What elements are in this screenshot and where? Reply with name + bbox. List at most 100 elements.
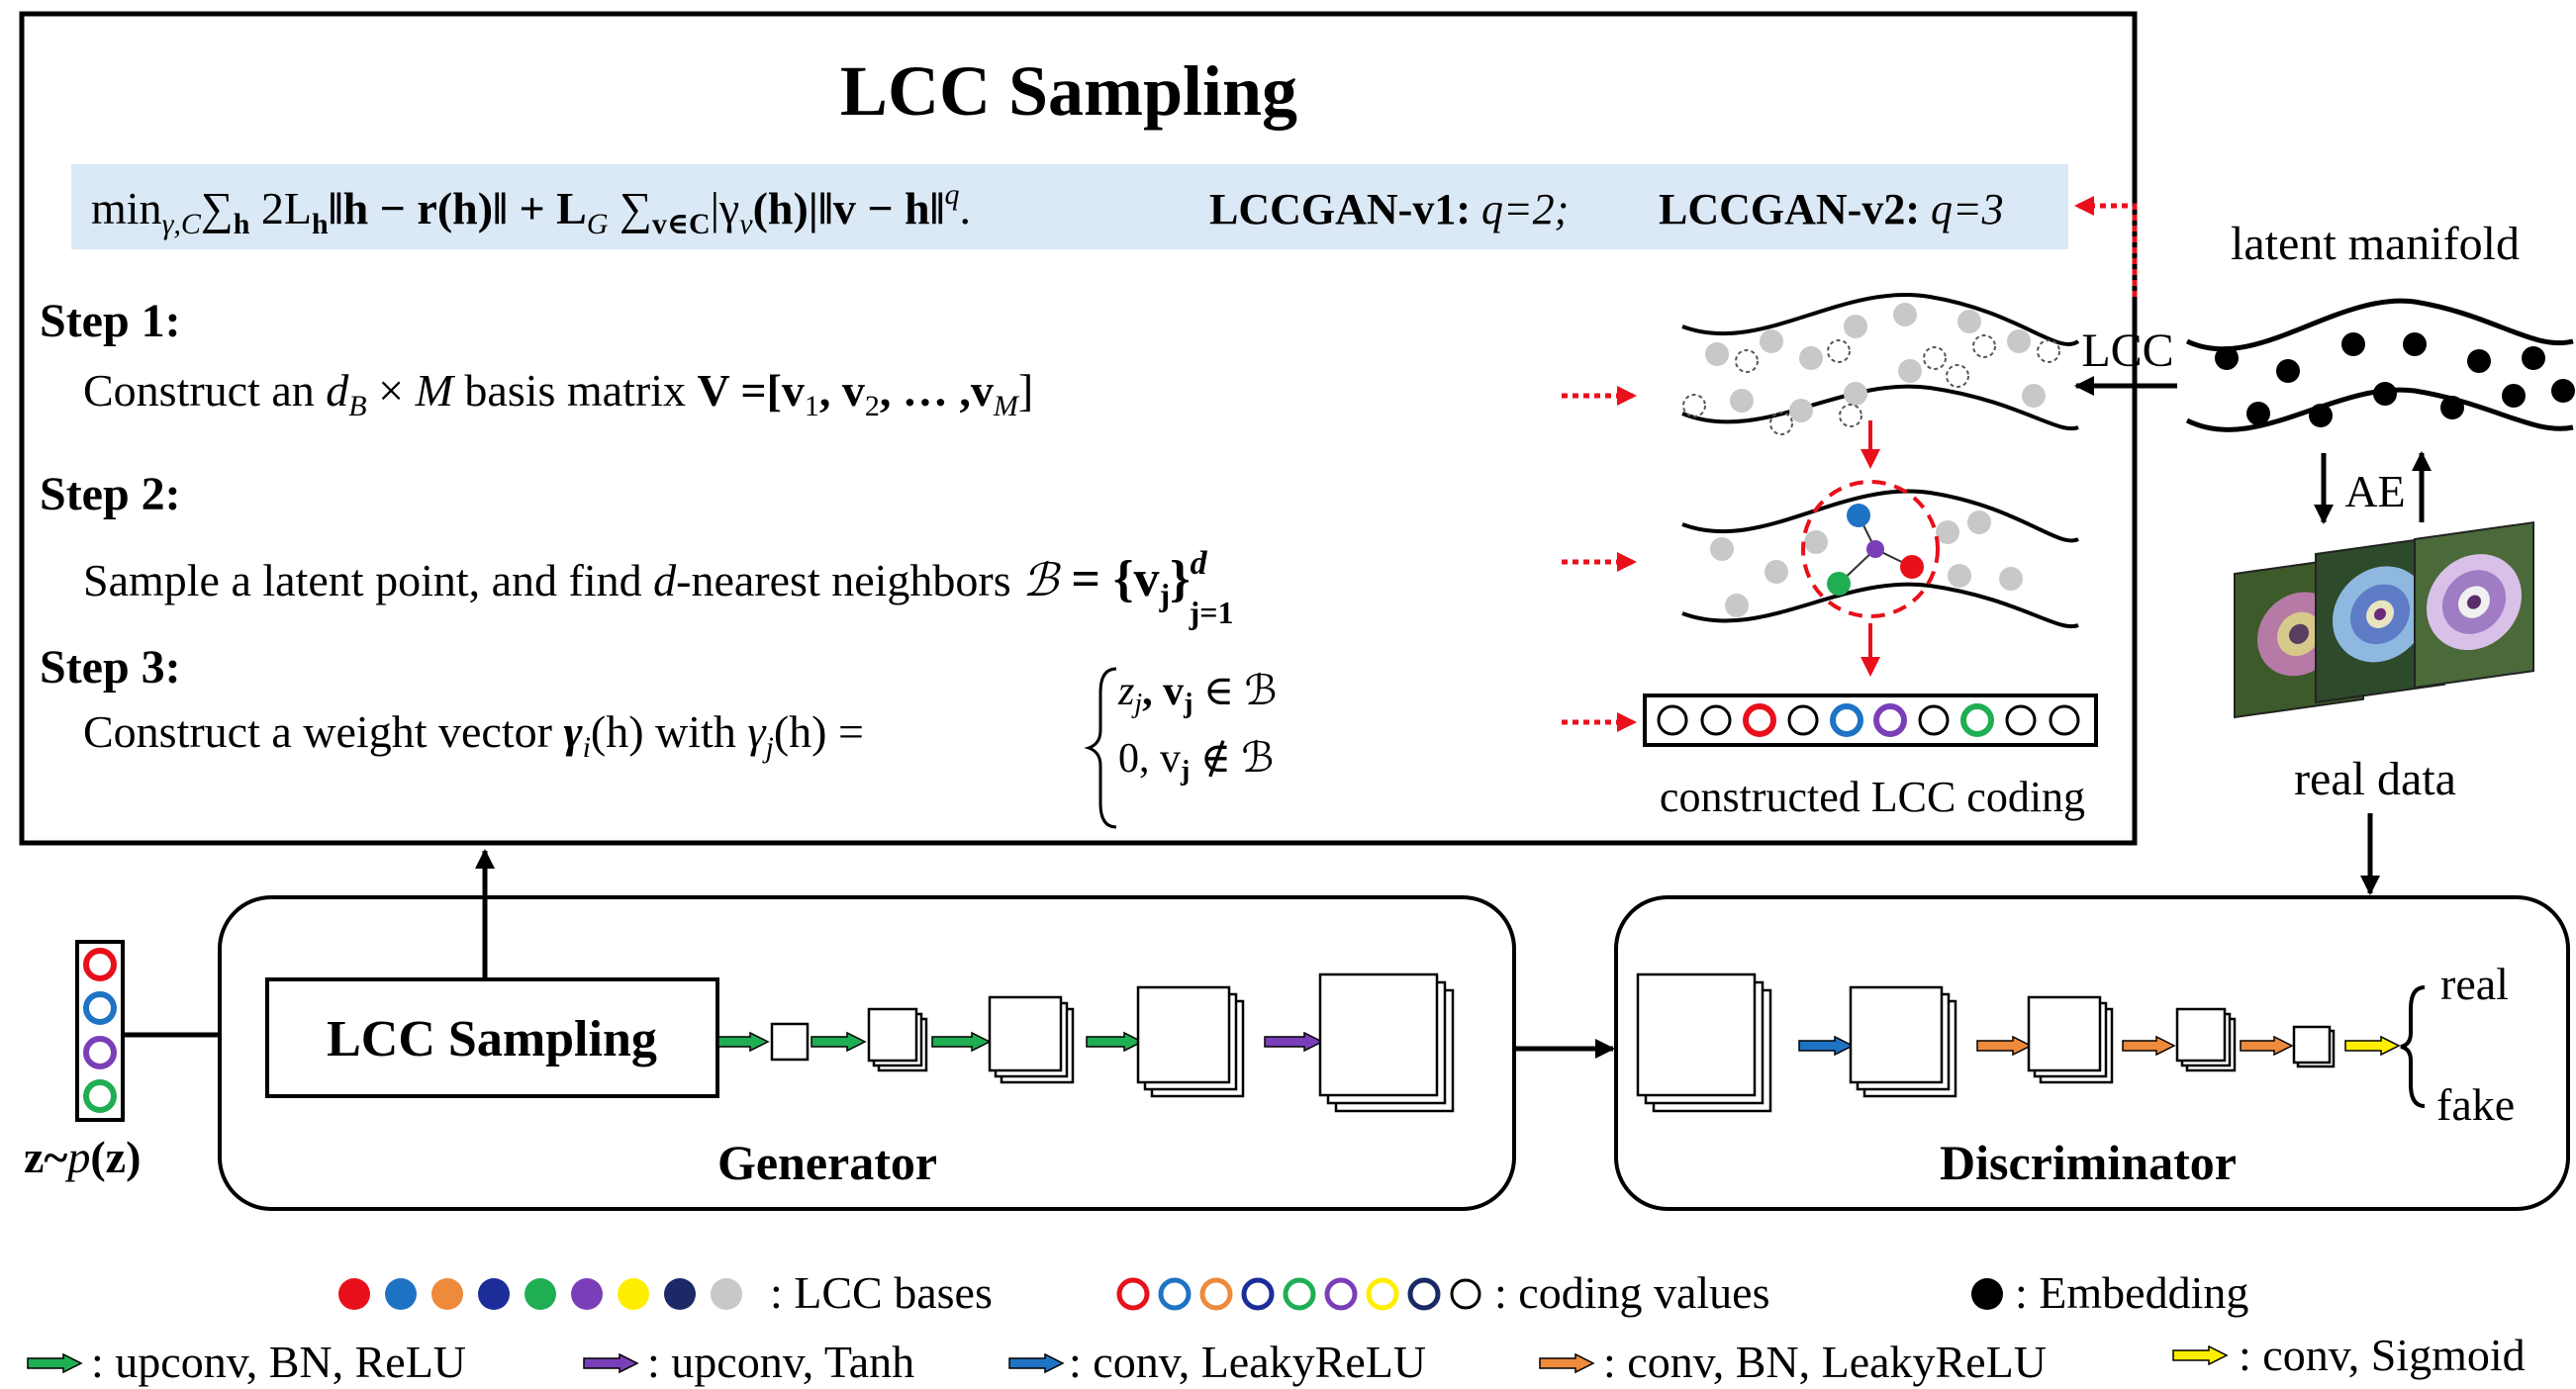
flower-image-3 xyxy=(2414,520,2534,690)
legend-upconv-bn-relu: : upconv, BN, ReLU xyxy=(91,1337,466,1387)
feature-map xyxy=(1318,972,1439,1097)
sample-point xyxy=(1827,339,1851,363)
generator-box xyxy=(218,895,1516,1211)
conv-sigmoid-arrow xyxy=(2344,1035,2401,1057)
sample-point xyxy=(1839,404,1862,427)
real-data-label: real data xyxy=(2294,753,2456,805)
legend-lcc-bases-swatches xyxy=(338,1278,742,1310)
real-data-images xyxy=(2234,520,2534,719)
coding-rings xyxy=(1657,703,2080,737)
sample-point xyxy=(1682,394,1706,417)
embedding-point xyxy=(2373,382,2397,406)
legend-lcc-bases: : LCC bases xyxy=(770,1267,993,1318)
embedding-point xyxy=(2467,349,2491,373)
feature-map xyxy=(770,1022,810,1062)
embedding-point xyxy=(2276,359,2300,383)
conv-bn-leaky-arrow xyxy=(2240,1035,2294,1057)
upconv-bn-relu-arrow xyxy=(1086,1031,1144,1053)
basis-point xyxy=(1765,560,1788,584)
legend-conv-sigmoid: : conv, Sigmoid xyxy=(2239,1330,2526,1380)
embedding-dots xyxy=(2215,332,2575,427)
flower-image-2 xyxy=(2315,534,2445,704)
feature-map xyxy=(988,995,1063,1072)
ae-label: AE xyxy=(2344,466,2405,516)
basis-point xyxy=(1936,520,1959,544)
legend-blue-arrow xyxy=(1008,1352,1065,1374)
legend-basis-dot xyxy=(618,1278,649,1310)
basis-point xyxy=(1789,399,1813,422)
basis-point xyxy=(1898,359,1922,383)
lcc-to-formula-red-arrow xyxy=(2074,196,2138,297)
case1: zj, vj ∈ ℬ xyxy=(1117,669,1278,719)
legend-coding-values: : coding values xyxy=(1494,1267,1770,1318)
coding-ring xyxy=(1787,704,1819,736)
basis-point xyxy=(1799,346,1823,370)
embedding-point xyxy=(2403,332,2427,356)
coding-vector-box xyxy=(1643,694,2098,747)
basis-point xyxy=(1967,510,1991,534)
coding-ring xyxy=(2005,704,2037,736)
upconv-bn-relu-arrow xyxy=(717,1031,770,1053)
neighbor-red xyxy=(1900,555,1924,579)
neighbor-blue xyxy=(1847,504,1870,527)
real-output-label: real xyxy=(2440,959,2509,1009)
legend-coding-ring xyxy=(1366,1277,1399,1311)
legend-basis-dot xyxy=(525,1278,556,1310)
query-point xyxy=(1866,540,1884,558)
sample-point xyxy=(2037,339,2060,363)
legend-coding-ring xyxy=(1241,1277,1275,1311)
disc-layer-1 xyxy=(1849,985,1957,1098)
coding-ring xyxy=(1873,703,1907,737)
coding-ring xyxy=(1657,704,1688,736)
basis-point xyxy=(1710,537,1734,561)
legend-arrow-swatches xyxy=(27,1344,2229,1374)
legend-upconv-tanh: : upconv, Tanh xyxy=(647,1337,914,1387)
step1-label: Step 1: xyxy=(40,295,181,347)
basis-point xyxy=(1948,564,1971,588)
legend-coding-ring xyxy=(1324,1277,1358,1311)
conv-leaky-arrow xyxy=(1798,1035,1855,1057)
upconv-bn-relu-arrow xyxy=(811,1031,867,1053)
embedding-point xyxy=(2246,402,2270,425)
fake-output-label: fake xyxy=(2436,1079,2515,1130)
sample-point xyxy=(1735,349,1759,373)
generator-panel: LCC Sampling Generator xyxy=(218,849,1516,1211)
legend-basis-dot xyxy=(571,1278,603,1310)
coding-ring xyxy=(1960,703,1994,737)
neighborhood-circle xyxy=(1801,480,1940,618)
legend-yellow-arrow xyxy=(2172,1344,2229,1366)
lcc-arrow-label: LCC xyxy=(2081,324,2173,377)
formula-band xyxy=(71,164,2068,249)
gen-layer-1 xyxy=(770,1022,810,1062)
legend: : LCC bases : coding values : Embedding … xyxy=(27,1267,2526,1387)
manifold2-dots xyxy=(1710,510,2023,617)
coding-ring xyxy=(2049,704,2080,736)
legend-basis-dot xyxy=(664,1278,696,1310)
latent-input: z~p(z) xyxy=(24,940,141,1182)
discriminator-panel: real fake Discriminator xyxy=(1614,895,2570,1211)
lcc-sampling-block-label: LCC Sampling xyxy=(327,1011,657,1067)
lcc-sampling-block xyxy=(265,977,719,1098)
feature-map xyxy=(2175,1007,2227,1063)
legend-basis-dot xyxy=(385,1278,417,1310)
step2-label: Step 2: xyxy=(40,468,181,520)
latent-manifold-panel: latent manifold LCC AE xyxy=(2074,218,2575,895)
discriminator-layers xyxy=(1636,972,2401,1113)
objective-formula: minγ,C∑h 2Lh‖h − r(h)‖ + LG ∑v∈C|γv(h)|‖… xyxy=(91,178,971,240)
basis-point xyxy=(1705,342,1729,366)
disc-layer-3 xyxy=(2175,1007,2237,1072)
legend-coding-ring xyxy=(1450,1278,1481,1310)
gen-layer-4 xyxy=(1136,985,1245,1098)
feature-map xyxy=(1136,985,1231,1084)
basis-point xyxy=(1730,389,1754,413)
legend-green-arrow xyxy=(27,1352,83,1374)
embedding-point xyxy=(2502,384,2526,408)
step2-description: Sample a latent point, and find d-neares… xyxy=(83,545,1234,630)
sample-point xyxy=(1769,412,1793,435)
gen-output-image xyxy=(1318,972,1455,1113)
feature-map xyxy=(1849,985,1944,1084)
legend-conv-leaky: : conv, LeakyReLU xyxy=(1069,1337,1426,1387)
lccgan-v1-label: LCCGAN-v1: q=2; xyxy=(1209,185,1569,233)
feature-map xyxy=(2027,995,2102,1072)
conv-bn-leaky-arrow xyxy=(2122,1035,2176,1057)
